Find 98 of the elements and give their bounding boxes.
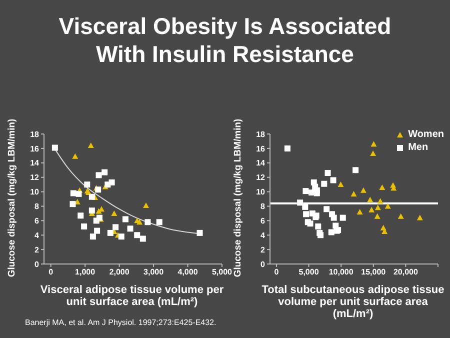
point — [338, 182, 344, 188]
point — [122, 216, 128, 222]
point — [302, 204, 308, 210]
point — [315, 223, 322, 230]
point — [321, 180, 328, 187]
point — [88, 208, 95, 214]
point — [307, 220, 314, 227]
y-tick-label: 6 — [260, 216, 266, 226]
y-tick-label: 0 — [34, 260, 40, 269]
y-tick-label: 8 — [34, 202, 40, 212]
point — [108, 179, 115, 186]
point — [352, 167, 359, 174]
point — [324, 206, 330, 212]
point — [370, 141, 377, 147]
point — [340, 214, 346, 221]
point — [379, 184, 386, 190]
y-axis-title: Glucose disposal (mg/kg LBM/min) — [6, 118, 18, 278]
point — [284, 145, 290, 152]
point — [118, 234, 124, 240]
x-tick-label: 20,000 — [393, 268, 418, 277]
point — [144, 219, 151, 226]
point — [52, 144, 58, 151]
legend-label: Men — [407, 141, 430, 154]
y-tick-label: 16 — [30, 144, 40, 154]
point — [374, 204, 381, 210]
point — [330, 177, 336, 184]
y-tick-label: 6 — [34, 216, 40, 226]
point — [72, 153, 78, 159]
point — [84, 182, 90, 188]
point — [88, 142, 94, 148]
x-tick-label: 4,000 — [178, 268, 198, 277]
y-tick-label: 2 — [260, 245, 266, 254]
point — [70, 201, 76, 208]
point — [318, 232, 324, 238]
y-tick-label: 8 — [260, 202, 266, 212]
y-tick-label: 10 — [30, 188, 40, 197]
x-axis-title: Total subcutaneous adipose tissue volume per unit surface area (mL/m²) — [260, 284, 446, 320]
point — [360, 187, 366, 193]
y-tick-label: 12 — [256, 173, 266, 182]
point — [127, 226, 134, 232]
y-tick-label: 4 — [260, 230, 266, 240]
point — [81, 223, 88, 230]
y-tick-label: 14 — [256, 158, 266, 168]
point — [134, 232, 140, 238]
x-tick-label: 10,000 — [328, 268, 354, 277]
point — [416, 214, 423, 220]
point — [370, 150, 376, 156]
point — [374, 213, 380, 219]
x-tick-label: 0 — [48, 268, 54, 277]
point — [111, 210, 118, 216]
text: Banerji MA, et al. Am J Physiol. 1997;273:E425-E432. — [25, 318, 216, 327]
legend-label: Women — [407, 128, 444, 141]
point — [88, 194, 95, 200]
y-tick-label: 18 — [256, 130, 266, 139]
point — [328, 229, 334, 236]
y-tick-label: 12 — [30, 173, 40, 182]
y-tick-label: 16 — [256, 144, 266, 154]
x-tick-label: 0 — [274, 268, 280, 277]
x-tick-label: 5,000 — [212, 268, 233, 277]
x-tick-label: 2,000 — [109, 268, 130, 277]
point — [143, 202, 150, 208]
y-tick-label: 18 — [30, 130, 40, 139]
x-axis-title: Visceral adipose tissue volume per unit surface area (mL/m²) — [39, 284, 225, 308]
point — [303, 211, 310, 218]
point — [112, 224, 119, 230]
point — [302, 188, 309, 194]
point — [297, 200, 304, 206]
x-tick-label: 5,000 — [298, 268, 320, 277]
point — [156, 219, 162, 226]
point — [384, 203, 391, 209]
y-tick-label: 0 — [260, 260, 266, 269]
point — [78, 212, 84, 219]
point — [368, 206, 375, 212]
point — [398, 213, 404, 219]
x-tick-label: 1,000 — [75, 268, 96, 277]
x-tick-label: 3,000 — [144, 268, 164, 277]
point — [377, 198, 384, 204]
chart-title: Visceral Obesity Is Associated With Insulin Resistance — [58, 12, 392, 68]
point — [107, 230, 114, 236]
point — [367, 196, 374, 202]
point — [76, 190, 82, 197]
y-tick-label: 10 — [256, 188, 266, 197]
point — [350, 190, 357, 196]
point — [90, 234, 96, 240]
point — [136, 219, 143, 225]
point — [140, 236, 146, 242]
y-tick-label: 2 — [34, 245, 40, 254]
point — [324, 170, 331, 176]
point — [96, 172, 102, 178]
point — [102, 169, 108, 176]
y-axis-title: Glucose disposal (mg/kg LBM/min) — [232, 118, 244, 278]
y-tick-label: 14 — [30, 158, 40, 168]
x-tick-label: 15,000 — [361, 268, 386, 277]
point — [94, 228, 100, 234]
y-tick-label: 4 — [34, 230, 40, 240]
point — [330, 214, 337, 221]
point — [356, 209, 363, 214]
point — [196, 230, 203, 236]
